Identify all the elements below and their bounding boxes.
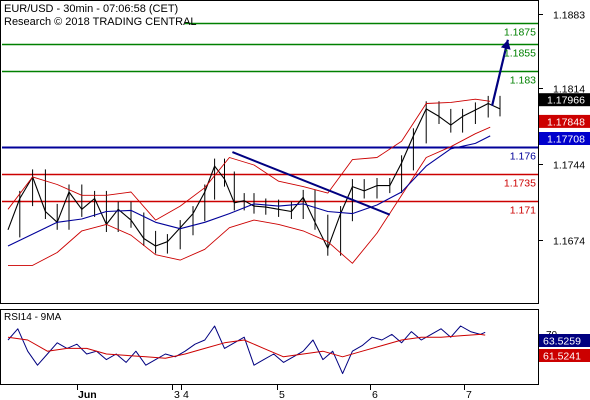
time-tick-label-jun: Jun (78, 389, 97, 400)
key-level-label-1-1855: 1.1855 (504, 48, 536, 60)
rsi-series (7, 325, 486, 375)
time-tick-label: 4 (183, 389, 189, 400)
arrow-head (500, 39, 511, 50)
rsi-value-label: 63.5259 (543, 336, 581, 348)
time-tick-label: 5 (279, 389, 285, 400)
rsi-ma-value-badge (539, 349, 590, 362)
key-level-label-1-176: 1.176 (510, 151, 536, 163)
price-badge-label-last: 1.17966 (547, 95, 585, 107)
price-line (7, 102, 501, 249)
price-badge-label-upper-band: 1.17848 (547, 116, 585, 128)
key-level-label-1-183: 1.183 (510, 75, 536, 87)
chart-subtitle: Research © 2018 TRADING CENTRAL (4, 16, 197, 28)
rsi-plot-frame (0, 309, 539, 385)
price-badge-last (539, 93, 590, 107)
key-level-label-1-1875: 1.1875 (504, 27, 536, 39)
price-tick-label: 1.1744 (553, 160, 585, 172)
trendline-line (232, 151, 391, 216)
time-tick-label: 3 (174, 389, 180, 400)
price-tick-label: 1.1674 (553, 236, 585, 248)
upper-band-line (7, 98, 491, 221)
key-level-labels: 1.1875 1.1855 1.183 1.176 1.1735 1.171 (504, 27, 536, 217)
time-tick-label: 7 (466, 389, 472, 400)
ma-line (7, 135, 491, 247)
price-tick-label: 1.1883 (553, 10, 585, 22)
price-badge-label-ma: 1.17708 (547, 134, 585, 146)
key-level-label-1-1735: 1.1735 (504, 178, 536, 190)
rsi-ma-line (7, 333, 486, 359)
rsi-panel-title: RSI14 - 9MA (4, 312, 62, 323)
price-series (7, 39, 511, 266)
time-tick-label: 6 (372, 389, 378, 400)
time-axis-ticks: Jun 3 4 5 6 7 (77, 385, 472, 400)
price-badges: 1.17966 1.17848 1.17708 (539, 93, 590, 146)
price-tick-label: 1.1814 (553, 84, 585, 96)
rsi-ma-value-label: 61.5241 (543, 351, 581, 363)
price-axis-ticks: 1.1883 1.1814 1.1744 1.1674 (538, 10, 585, 248)
chart-title: EUR/USD - 30min - 07:06:58 (CET) (4, 3, 178, 15)
price-badge-upper-band (539, 114, 590, 128)
price-badge-ma (539, 132, 590, 145)
arrow-line (491, 39, 509, 106)
rsi-line (7, 325, 486, 375)
rsi-value-badge (539, 334, 590, 347)
main-plot-frame (0, 0, 539, 304)
key-level-label-1-171: 1.171 (510, 205, 536, 217)
lower-band-line (8, 126, 491, 266)
